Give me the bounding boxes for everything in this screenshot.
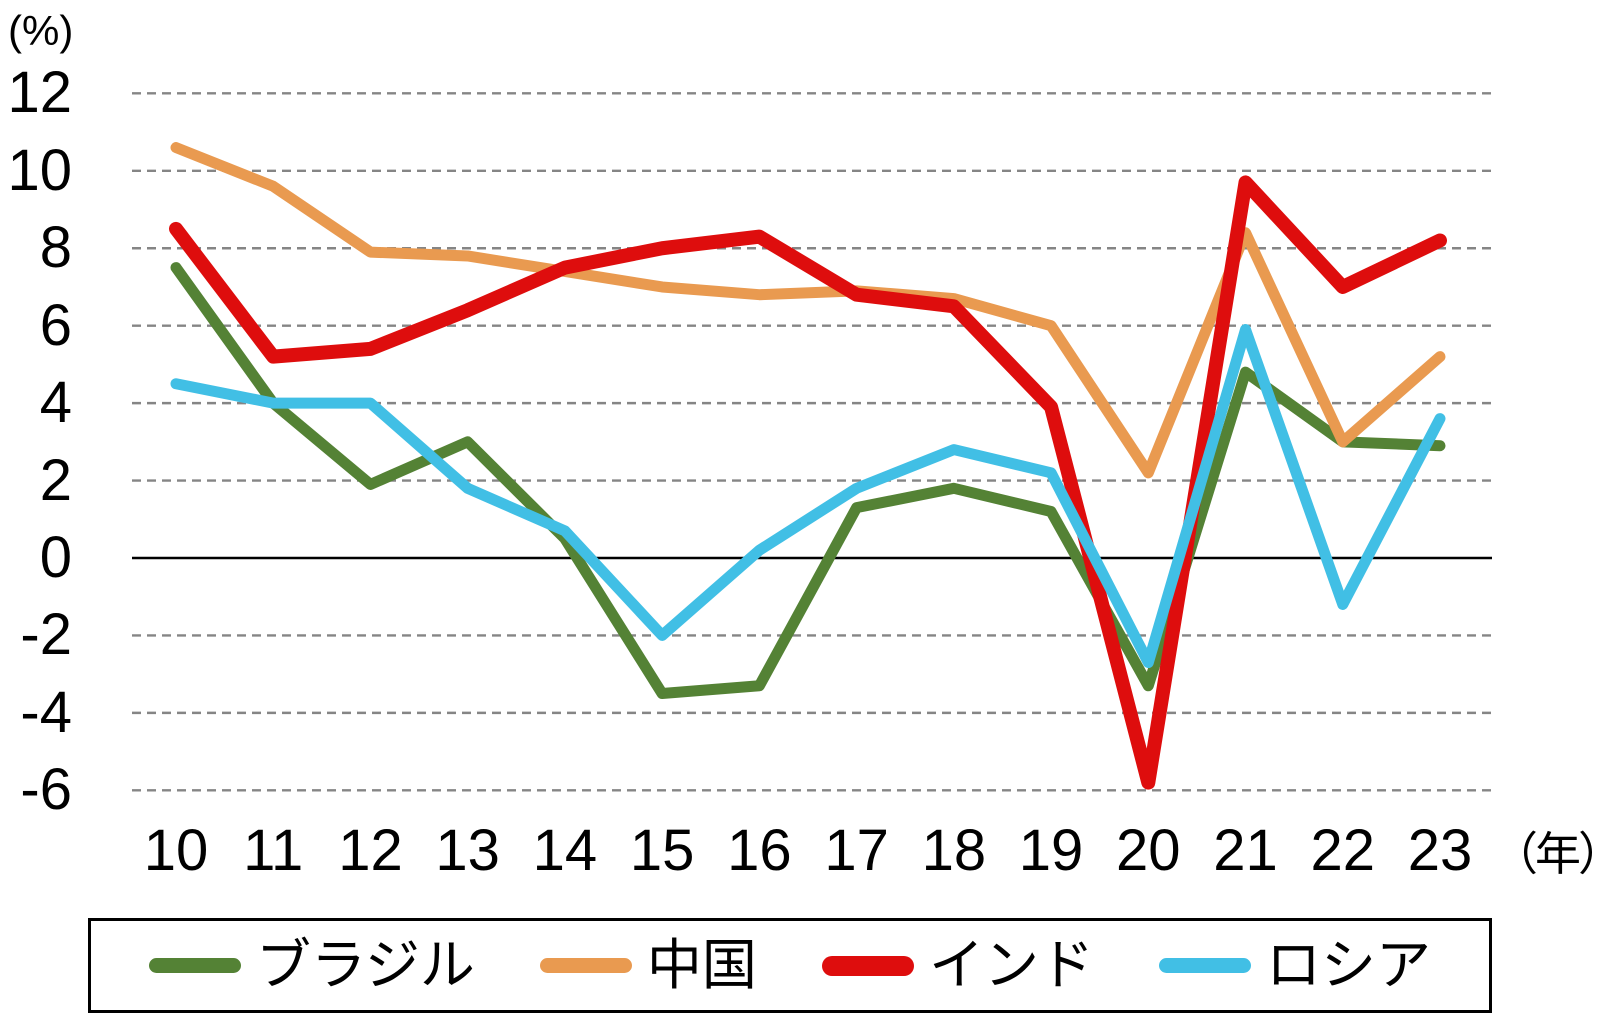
legend-swatch-brazil bbox=[149, 958, 241, 973]
legend-swatch-india bbox=[821, 955, 914, 976]
legend-label-russia: ロシア bbox=[1265, 934, 1431, 996]
legend-swatch-russia bbox=[1158, 958, 1251, 973]
legend-label-china: 中国 bbox=[646, 934, 757, 996]
legend-item-china: 中国 bbox=[539, 934, 757, 996]
legend-item-russia: ロシア bbox=[1158, 934, 1431, 996]
legend-label-brazil: ブラジル bbox=[256, 934, 475, 996]
legend-label-india: インド bbox=[928, 934, 1094, 996]
legend-swatch-china bbox=[539, 958, 632, 973]
y-axis-unit-label: (%) bbox=[8, 7, 74, 54]
x-axis-unit-label: （年） bbox=[1492, 828, 1600, 880]
legend-item-brazil: ブラジル bbox=[149, 938, 475, 993]
series-line-russia bbox=[170, 324, 1446, 669]
series-line-india bbox=[169, 175, 1447, 790]
legend: ブラジル 中国 インド ロシア bbox=[88, 918, 1492, 1013]
legend-item-india: インド bbox=[821, 934, 1094, 996]
series-line-brazil bbox=[170, 262, 1446, 700]
